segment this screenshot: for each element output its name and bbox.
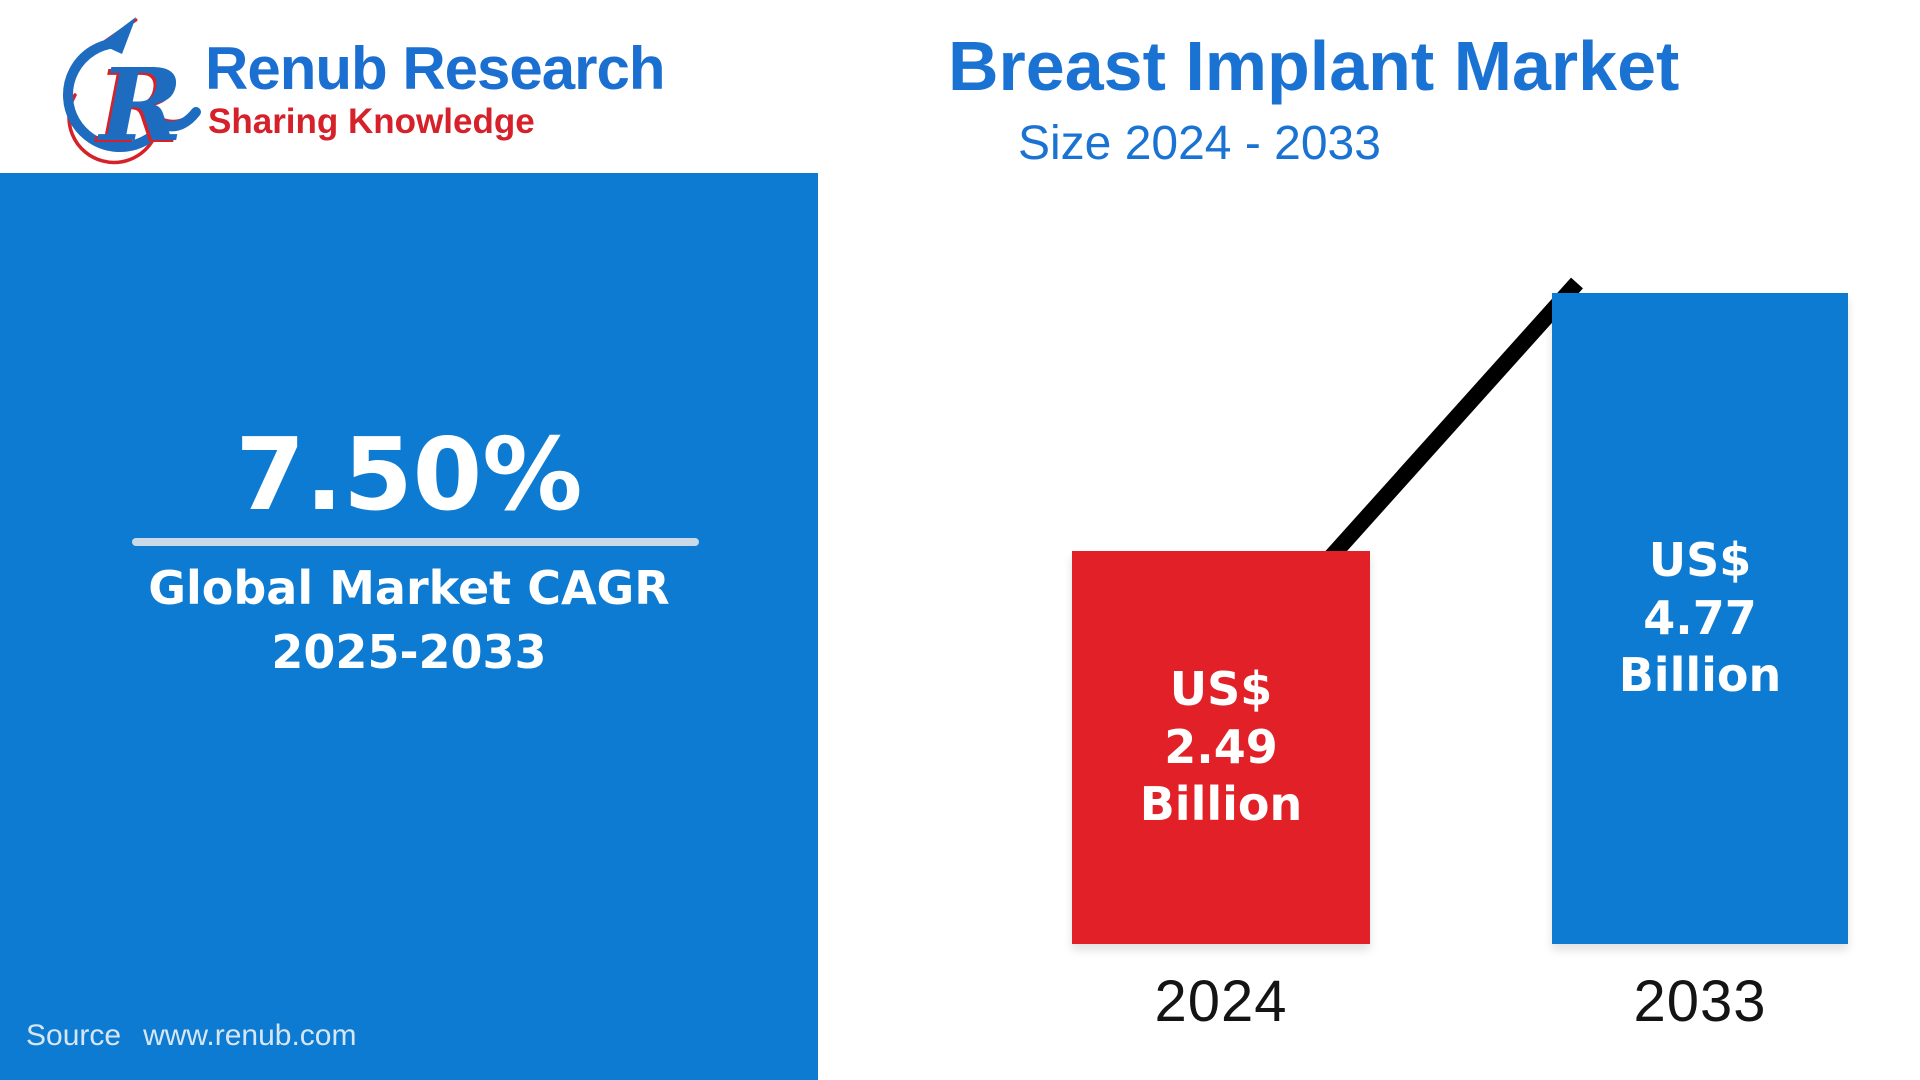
cagr-value: 7.50% xyxy=(235,416,583,533)
bar-2024-label-currency: US$ xyxy=(1169,661,1273,716)
bar-2024-label-unit: Billion xyxy=(1139,777,1303,832)
brand-name: Renub Research xyxy=(205,35,665,102)
logo-swirl-arc xyxy=(62,38,201,152)
renub-logo: R R xyxy=(62,17,201,166)
bar-2033: US$ 4.77 Billion xyxy=(1552,293,1848,944)
trend-line-segment xyxy=(1324,277,1583,564)
logo-arrow-icon xyxy=(100,17,136,54)
bar-2024: US$ 2.49 Billion xyxy=(1072,551,1370,944)
bar-2024-label-value: 2.49 xyxy=(1164,719,1278,774)
bar-2033-label-value: 4.77 xyxy=(1643,590,1757,645)
svg-text:R: R xyxy=(96,46,182,164)
cagr-caption-line2: 2025-2033 xyxy=(271,625,547,679)
svg-text:R: R xyxy=(93,48,179,166)
bar-2033-label-currency: US$ xyxy=(1648,532,1752,587)
source-line: Source www.renub.com xyxy=(26,1019,356,1053)
bar-2033-label-unit: Billion xyxy=(1618,648,1782,703)
axis-label-2033: 2033 xyxy=(1633,969,1767,1034)
page-title: Breast Implant Market xyxy=(948,27,1680,105)
brand-tagline: Sharing Knowledge xyxy=(208,102,535,141)
cagr-underline-divider xyxy=(132,538,699,546)
cagr-caption-line1: Global Market CAGR xyxy=(148,561,670,615)
source-label: Source xyxy=(26,1019,122,1052)
source-url: www.renub.com xyxy=(143,1019,357,1052)
logo-r-letter: R R xyxy=(93,46,182,166)
axis-label-2024: 2024 xyxy=(1154,969,1288,1034)
page-subtitle: Size 2024 - 2033 xyxy=(1018,117,1381,170)
cagr-panel: 7.50% Global Market CAGR 2025-2033 Sourc… xyxy=(0,173,818,1080)
